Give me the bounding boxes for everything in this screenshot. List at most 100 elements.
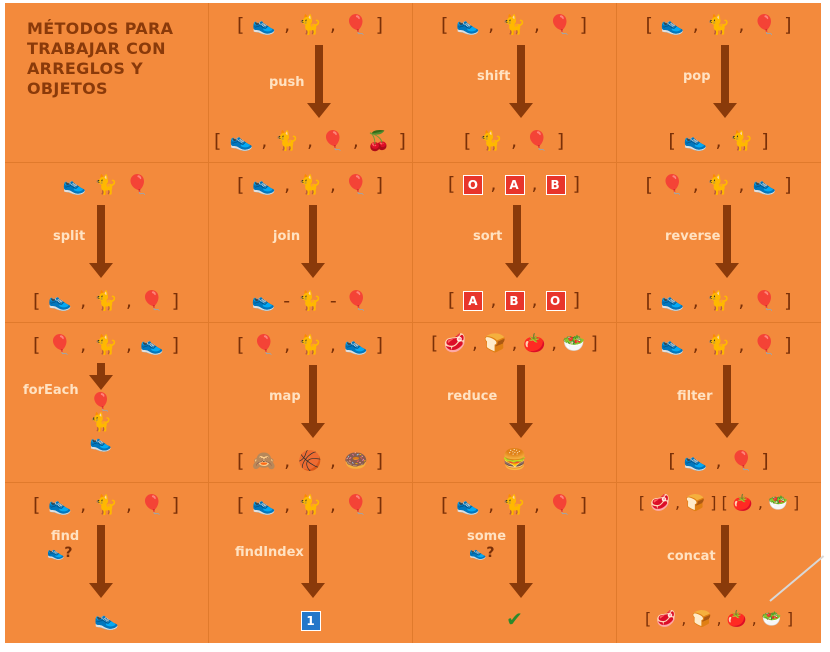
cell-shift: [ 👟 , 🐈 , 🎈 ] shift [ 🐈 , 🎈 ] [413, 3, 617, 163]
arrow-down-icon [301, 263, 325, 278]
arrow-shaft [723, 205, 731, 265]
query-text: 👟? [47, 545, 73, 561]
method-label: forEach [23, 383, 79, 398]
cell-split: 👟 🐈 🎈 split [ 👟 , 🐈 , 🎈 ] [5, 163, 209, 323]
arrow-down-icon [713, 103, 737, 118]
cell-reduce: [ 🥩 , 🍞 , 🍅 , 🥗 ] reduce 🍔 [413, 323, 617, 483]
method-label: find [51, 529, 80, 544]
stack-item: 🎈 [89, 392, 113, 413]
input-array: [ 🎈 , 🐈 , 👟 ] [236, 334, 385, 356]
output-array: [ 🙈 , 🏀 , 🍩 ] [236, 450, 385, 472]
input-array: [ 👟 , 🐈 , 🎈 ] [32, 494, 181, 516]
input-array: [ 👟 , 🐈 , 🎈 ] [236, 174, 385, 196]
output-array: [ 👟 , 🐈 ] [668, 130, 770, 152]
query-text: 👟? [469, 545, 495, 561]
arrow-down-icon [301, 423, 325, 438]
title-line: TRABAJAR CON [27, 39, 166, 58]
method-label: findIndex [235, 545, 304, 560]
letter-box: O [545, 290, 566, 311]
arrow-down-icon [307, 103, 331, 118]
input-array: [ 👟 , 🐈 , 🎈 ] [645, 14, 793, 36]
input-array: [ 🎈 , 🐈 , 👟 ] [32, 334, 181, 356]
arrow-down-icon [715, 423, 739, 438]
method-label: concat [667, 549, 716, 564]
method-label: shift [477, 69, 511, 84]
method-label: reduce [447, 389, 498, 404]
arrow-shaft [513, 205, 521, 265]
arrow-down-icon [509, 423, 533, 438]
arrow-shaft [315, 45, 323, 105]
output-string: 👟 - 🐈 - 🎈 [251, 290, 370, 312]
arrow-down-icon [713, 583, 737, 598]
cell-foreach: [ 🎈 , 🐈 , 👟 ] forEach 🎈 🐈 👟 [5, 323, 209, 483]
arrow-shaft [97, 205, 105, 265]
arrow-shaft [309, 525, 317, 585]
stack-item: 🐈 [89, 412, 113, 433]
output-array: [ 👟 , 🐈 , 🎈 ] [32, 290, 181, 312]
method-label: sort [473, 229, 503, 244]
output-array: [ 🐈 , 🎈 ] [463, 130, 566, 152]
cell-filter: [ 👟 , 🐈 , 🎈 ] filter [ 👟 , 🎈 ] [617, 323, 821, 483]
cell-pop: [ 👟 , 🐈 , 🎈 ] pop [ 👟 , 🐈 ] [617, 3, 821, 163]
letter-box: A [463, 290, 484, 311]
method-label: reverse [665, 229, 721, 244]
bracket-close: ] [572, 289, 582, 311]
output-array: [ A , B , O ] [447, 289, 582, 311]
output-array: [ 👟 , 🐈 , 🎈 ] [645, 290, 793, 312]
arrow-down-icon [505, 263, 529, 278]
bracket-open: [ [447, 289, 457, 311]
output-array: [ 👟 , 🐈 , 🎈 , 🍒 ] [214, 130, 407, 152]
output-array: [ 👟 , 🎈 ] [668, 450, 770, 472]
input-string: 👟 🐈 🎈 [62, 174, 151, 196]
arrow-shaft [517, 365, 525, 425]
index-box: 1 [300, 610, 321, 631]
bracket-open: [ [447, 173, 457, 195]
cell-map: [ 🎈 , 🐈 , 👟 ] map [ 🙈 , 🏀 , 🍩 ] [209, 323, 413, 483]
arrow-shaft [97, 363, 105, 377]
cell-reverse: [ 🎈 , 🐈 , 👟 ] reverse [ 👟 , 🐈 , 🎈 ] [617, 163, 821, 323]
arrow-down-icon [715, 263, 739, 278]
letter-box: O [463, 174, 484, 195]
arrow-down-icon [89, 583, 113, 598]
arrow-shaft [517, 45, 525, 105]
arrow-shaft [309, 365, 317, 425]
input-array: [ 🥩 , 🍞 , 🍅 , 🥗 ] [431, 333, 598, 354]
method-label: pop [683, 69, 711, 84]
output-array: [ 🥩 , 🍞 , 🍅 , 🥗 ] [644, 609, 794, 628]
item-stack: 🎈 🐈 👟 [83, 393, 119, 453]
cell-concat: [ 🥩 , 🍞 ] [ 🍅 , 🥗 ] concat [ 🥩 , 🍞 , 🍅 ,… [617, 483, 821, 643]
input-array: [ 👟 , 🐈 , 🎈 ] [236, 494, 385, 516]
arrow-shaft [721, 525, 729, 585]
arrow-shaft [721, 45, 729, 105]
arrow-shaft [723, 365, 731, 425]
input-array: [ 👟 , 🐈 , 🎈 ] [236, 14, 385, 36]
methods-grid: MÉTODOS PARA TRABAJAR CON ARREGLOS Y OBJ… [5, 3, 821, 643]
cell-join: [ 👟 , 🐈 , 🎈 ] join 👟 - 🐈 - 🎈 [209, 163, 413, 323]
letter-box: A [504, 174, 525, 195]
arrow-down-icon [509, 103, 533, 118]
input-array: [ 👟 , 🐈 , 🎈 ] [440, 14, 589, 36]
method-label: map [269, 389, 301, 404]
cell-sort: [ O , A , B ] sort [ A , B , O ] [413, 163, 617, 323]
title-line: OBJETOS [27, 79, 108, 98]
input-array: [ 👟 , 🐈 , 🎈 ] [645, 334, 793, 356]
arrow-down-icon [89, 375, 113, 390]
method-label: push [269, 75, 305, 90]
arrow-down-icon [89, 263, 113, 278]
stack-item: 👟 [89, 432, 113, 453]
cell-some: [ 👟 , 🐈 , 🎈 ] some 👟? ✔ [413, 483, 617, 643]
method-label: some [467, 529, 507, 544]
arrow-shaft [309, 205, 317, 265]
cell-find: [ 👟 , 🐈 , 🎈 ] find 👟? 👟 [5, 483, 209, 643]
letter-box: B [545, 174, 566, 195]
method-label: split [53, 229, 86, 244]
bracket-close: ] [572, 173, 582, 195]
method-label: join [273, 229, 301, 244]
title-line: ARREGLOS Y [27, 59, 143, 78]
arrow-shaft [517, 525, 525, 585]
page-title: MÉTODOS PARA TRABAJAR CON ARREGLOS Y OBJ… [27, 19, 197, 99]
result-item: 👟 [94, 607, 119, 631]
title-line: MÉTODOS PARA [27, 19, 174, 38]
arrow-shaft [97, 525, 105, 585]
arrow-down-icon [509, 583, 533, 598]
